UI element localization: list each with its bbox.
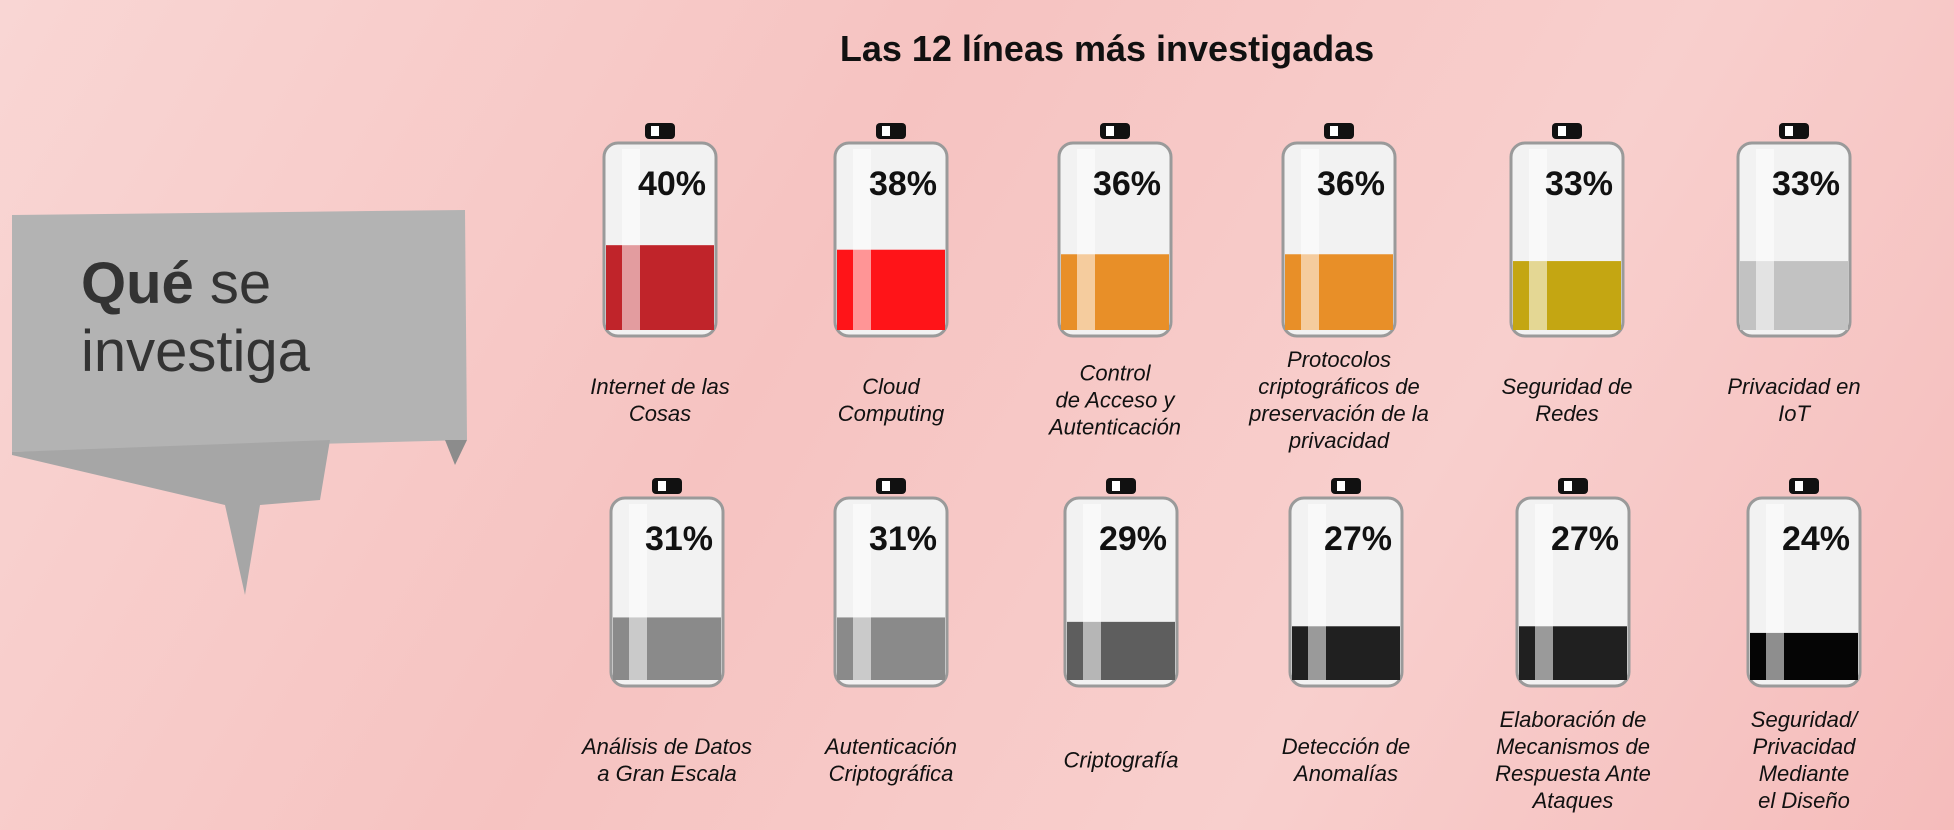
battery-cap-shine — [1337, 481, 1345, 491]
battery-cap — [1100, 123, 1130, 139]
value-label: 36% — [1093, 165, 1161, 203]
battery-cap-shine — [1558, 126, 1566, 136]
battery-cap — [876, 478, 906, 494]
battery-cap-shine — [1330, 126, 1338, 136]
value-label: 24% — [1782, 520, 1850, 558]
category-label: Seguridad/ Privacidad Mediante el Diseño — [1689, 706, 1919, 814]
category-label: Criptografía — [1006, 747, 1236, 774]
category-label: Elaboración de Mecanismos de Respuesta A… — [1458, 706, 1688, 814]
value-label: 27% — [1551, 520, 1619, 558]
value-label: 33% — [1545, 165, 1613, 203]
category-label: Análisis de Datos a Gran Escala — [552, 733, 782, 787]
battery-cap-shine — [658, 481, 666, 491]
value-label: 33% — [1772, 165, 1840, 203]
battery-cap-shine — [1564, 481, 1572, 491]
category-label: Control de Acceso y Autenticación — [1000, 360, 1230, 441]
battery-cap-shine — [1112, 481, 1120, 491]
battery-cap-shine — [882, 481, 890, 491]
value-label: 29% — [1099, 520, 1167, 558]
value-label: 31% — [645, 520, 713, 558]
battery-cap — [1324, 123, 1354, 139]
chart-title: Las 12 líneas más investigadas — [0, 28, 1954, 70]
category-label: Privacidad en IoT — [1679, 373, 1909, 427]
battery-cap — [1106, 478, 1136, 494]
banner-fold — [12, 440, 330, 595]
banner-bold: Qué — [81, 251, 194, 316]
battery-cap — [1789, 478, 1819, 494]
category-label: Detección de Anomalías — [1231, 733, 1461, 787]
banner-fold — [445, 440, 467, 465]
value-label: 38% — [869, 165, 937, 203]
value-label: 36% — [1317, 165, 1385, 203]
category-label: Internet de las Cosas — [545, 373, 775, 427]
infographic: 40% 38% 36% 36% 33% 33% 31% 31% 29% 27% 27% 24% Las… — [0, 0, 1954, 830]
battery-cap — [652, 478, 682, 494]
category-label: Cloud Computing — [776, 373, 1006, 427]
battery-cap-shine — [882, 126, 890, 136]
value-label: 27% — [1324, 520, 1392, 558]
battery-cap — [1779, 123, 1809, 139]
battery-cap — [1558, 478, 1588, 494]
battery-cap — [645, 123, 675, 139]
battery-cap-shine — [1795, 481, 1803, 491]
category-label: Autenticación Criptográfica — [776, 733, 1006, 787]
battery-cap — [876, 123, 906, 139]
banner-text: Qué se investiga — [81, 250, 310, 386]
battery-cap — [1331, 478, 1361, 494]
battery-cap-shine — [1106, 126, 1114, 136]
battery-cap-shine — [1785, 126, 1793, 136]
category-label: Protocolos criptográficos de preservació… — [1224, 346, 1454, 454]
battery-cap-shine — [651, 126, 659, 136]
value-label: 40% — [638, 165, 706, 203]
battery-cap — [1552, 123, 1582, 139]
category-label: Seguridad de Redes — [1452, 373, 1682, 427]
value-label: 31% — [869, 520, 937, 558]
